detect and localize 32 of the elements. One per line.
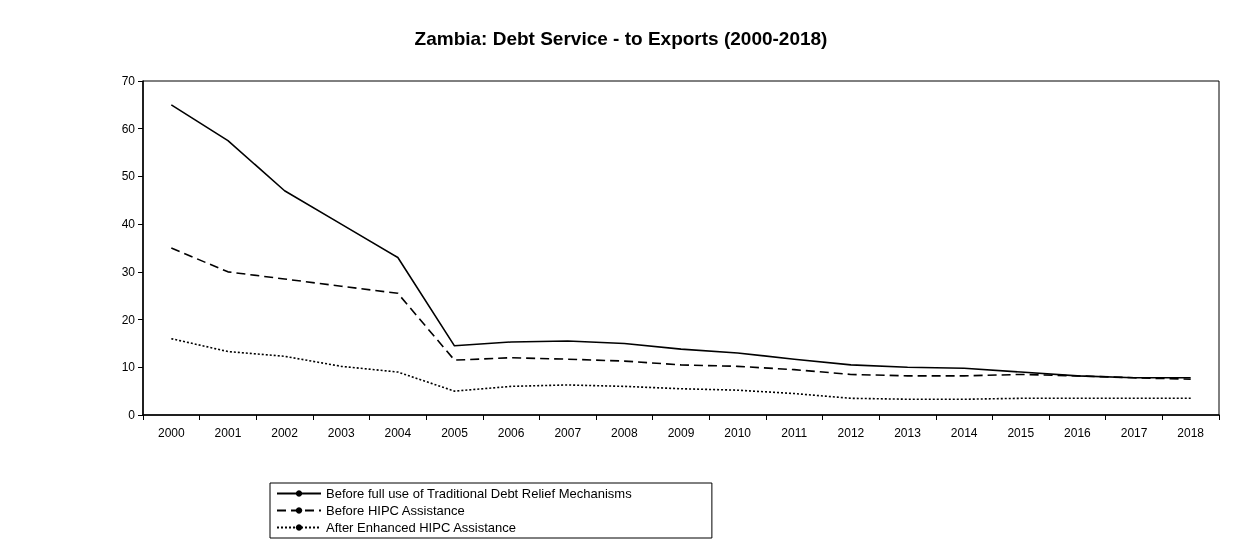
x-tick-label: 2010 bbox=[724, 426, 752, 440]
x-tick-label: 2009 bbox=[667, 426, 695, 440]
x-tick-label: 2004 bbox=[384, 426, 412, 440]
line-series bbox=[170, 337, 1192, 401]
chart-title: Zambia: Debt Service - to Exports (2000-2018) bbox=[414, 28, 828, 49]
x-tick-label: 2015 bbox=[1007, 426, 1035, 440]
x-tick-label: 2001 bbox=[214, 426, 242, 440]
x-tick-label: 2018 bbox=[1177, 426, 1205, 440]
x-tick-label: 2013 bbox=[894, 426, 922, 440]
x-tick-label: 2012 bbox=[837, 426, 865, 440]
x-tick-label: 2007 bbox=[554, 426, 582, 440]
x-tick-label: 2008 bbox=[611, 426, 639, 440]
x-tick-label: 2000 bbox=[157, 426, 185, 440]
x-tick-label: 2016 bbox=[1064, 426, 1092, 440]
legend-label: After Enhanced HIPC Assistance bbox=[326, 520, 517, 535]
y-tick-label: 40 bbox=[121, 217, 136, 232]
y-tick-label: 50 bbox=[121, 169, 136, 184]
y-tick-label: 30 bbox=[121, 264, 136, 279]
x-tick-label: 2017 bbox=[1120, 426, 1148, 440]
y-tick-label: 10 bbox=[121, 360, 136, 375]
x-tick-label: 2014 bbox=[950, 426, 978, 440]
x-tick-label: 2005 bbox=[441, 426, 469, 440]
x-tick-label: 2002 bbox=[271, 426, 299, 440]
y-tick-label: 0 bbox=[128, 408, 136, 422]
legend-label: Before HIPC Assistance bbox=[326, 503, 465, 518]
y-tick-label: 70 bbox=[121, 74, 136, 88]
x-tick-label: 2006 bbox=[497, 426, 525, 440]
legend-label: Before full use of Traditional Debt Relief Mechanisms bbox=[326, 486, 633, 501]
x-tick-label: 2011 bbox=[781, 426, 808, 440]
y-tick-label: 20 bbox=[121, 312, 136, 327]
x-tick-label: 2003 bbox=[327, 426, 355, 440]
y-tick-label: 60 bbox=[121, 121, 136, 136]
